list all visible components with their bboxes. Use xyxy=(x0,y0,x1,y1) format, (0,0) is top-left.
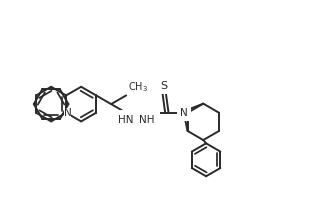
Text: S: S xyxy=(161,81,168,91)
Text: NH: NH xyxy=(139,115,155,125)
Text: HN: HN xyxy=(119,115,134,125)
Text: N: N xyxy=(64,108,71,118)
Text: CH$_3$: CH$_3$ xyxy=(128,80,148,94)
Text: N: N xyxy=(180,108,188,118)
